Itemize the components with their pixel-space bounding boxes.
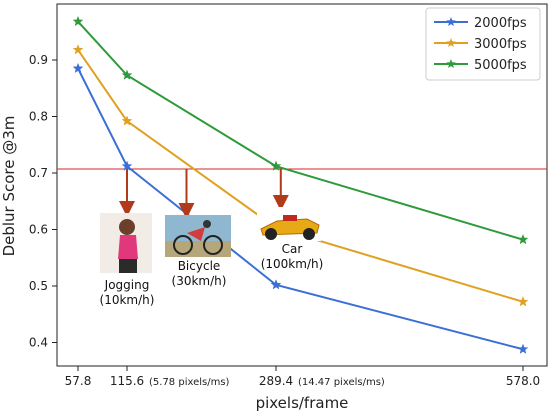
runner-head bbox=[119, 219, 135, 235]
bike-wheel-back bbox=[173, 235, 193, 255]
data-point-star bbox=[517, 296, 529, 307]
data-point-star bbox=[121, 160, 133, 171]
x-axis-title: pixels/frame bbox=[256, 394, 349, 412]
legend: 2000fps 3000fps 5000fps bbox=[425, 7, 541, 81]
plot-area bbox=[56, 3, 548, 367]
series-line bbox=[77, 49, 524, 303]
car-wheel-back bbox=[265, 228, 277, 240]
race-car-photo bbox=[257, 207, 321, 241]
annotation-layer: Jogging(10km/h) Bicycle(30km/h) Car(100km/… bbox=[100, 169, 324, 307]
legend-label: 3000fps bbox=[474, 37, 527, 52]
x-tick-label: 289.4 bbox=[259, 374, 293, 388]
cyclist bbox=[187, 227, 205, 241]
y-tick-label: 0.7 bbox=[29, 166, 48, 180]
series-5000fps bbox=[72, 15, 529, 245]
y-tick-label: 0.8 bbox=[29, 110, 48, 124]
x-tick-label: 115.6 bbox=[110, 374, 144, 388]
bicycle-photo bbox=[165, 215, 231, 257]
data-point-star bbox=[270, 160, 282, 171]
legend-box bbox=[425, 7, 541, 81]
y-axis-title: Deblur Score @3m bbox=[0, 116, 18, 257]
annotation-label: Car bbox=[282, 242, 303, 256]
y-tick-label: 0.9 bbox=[29, 53, 48, 67]
y-tick-label: 0.4 bbox=[29, 336, 48, 350]
jogging-photo bbox=[100, 213, 152, 273]
x-axis: 57.8 115.6 (5.78 pixels/ms) 289.4 (14.47 pix… bbox=[65, 366, 540, 388]
y-axis: 0.4 0.5 0.6 0.7 0.8 0.9 bbox=[29, 53, 57, 350]
cyclist-head bbox=[203, 220, 211, 228]
data-point-star bbox=[72, 62, 84, 74]
bike-wheel-front bbox=[203, 235, 223, 255]
x-tick-note: (5.78 pixels/ms) bbox=[149, 377, 230, 388]
legend-star bbox=[446, 17, 456, 27]
data-point-star bbox=[72, 44, 84, 55]
car-cockpit bbox=[283, 215, 297, 221]
data-point-star bbox=[270, 279, 282, 290]
data-point-star bbox=[72, 15, 84, 27]
y-tick-label: 0.6 bbox=[29, 223, 48, 237]
x-tick-label: 578.0 bbox=[506, 374, 540, 388]
data-point-star bbox=[121, 69, 133, 80]
x-tick-note: (14.47 pixels/ms) bbox=[298, 377, 385, 388]
runner-shorts bbox=[119, 259, 137, 273]
y-tick-label: 0.5 bbox=[29, 279, 48, 293]
legend-star bbox=[446, 38, 456, 48]
x-tick-label: 57.8 bbox=[65, 374, 92, 388]
annotation-label: Jogging bbox=[104, 278, 150, 292]
legend-label: 5000fps bbox=[474, 58, 527, 73]
annotation-label: Bicycle bbox=[178, 259, 221, 273]
data-point-star bbox=[517, 343, 529, 354]
annotation-speed: (100km/h) bbox=[261, 257, 324, 271]
annotation-speed: (10km/h) bbox=[100, 293, 155, 307]
legend-star bbox=[446, 59, 456, 69]
data-point-star bbox=[517, 233, 529, 245]
series-line bbox=[77, 20, 524, 241]
runner-body bbox=[118, 235, 138, 259]
car-wheel-front bbox=[303, 228, 315, 240]
annotation-speed: (30km/h) bbox=[172, 274, 227, 288]
data-point-star bbox=[121, 115, 133, 126]
legend-label: 2000fps bbox=[474, 16, 527, 31]
